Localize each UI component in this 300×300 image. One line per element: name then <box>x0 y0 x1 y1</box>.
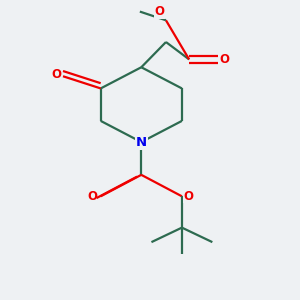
Text: O: O <box>183 190 193 203</box>
Text: N: N <box>136 136 147 148</box>
Text: O: O <box>154 5 164 18</box>
Text: O: O <box>88 190 98 203</box>
Text: O: O <box>220 53 230 66</box>
Text: O: O <box>52 68 61 81</box>
